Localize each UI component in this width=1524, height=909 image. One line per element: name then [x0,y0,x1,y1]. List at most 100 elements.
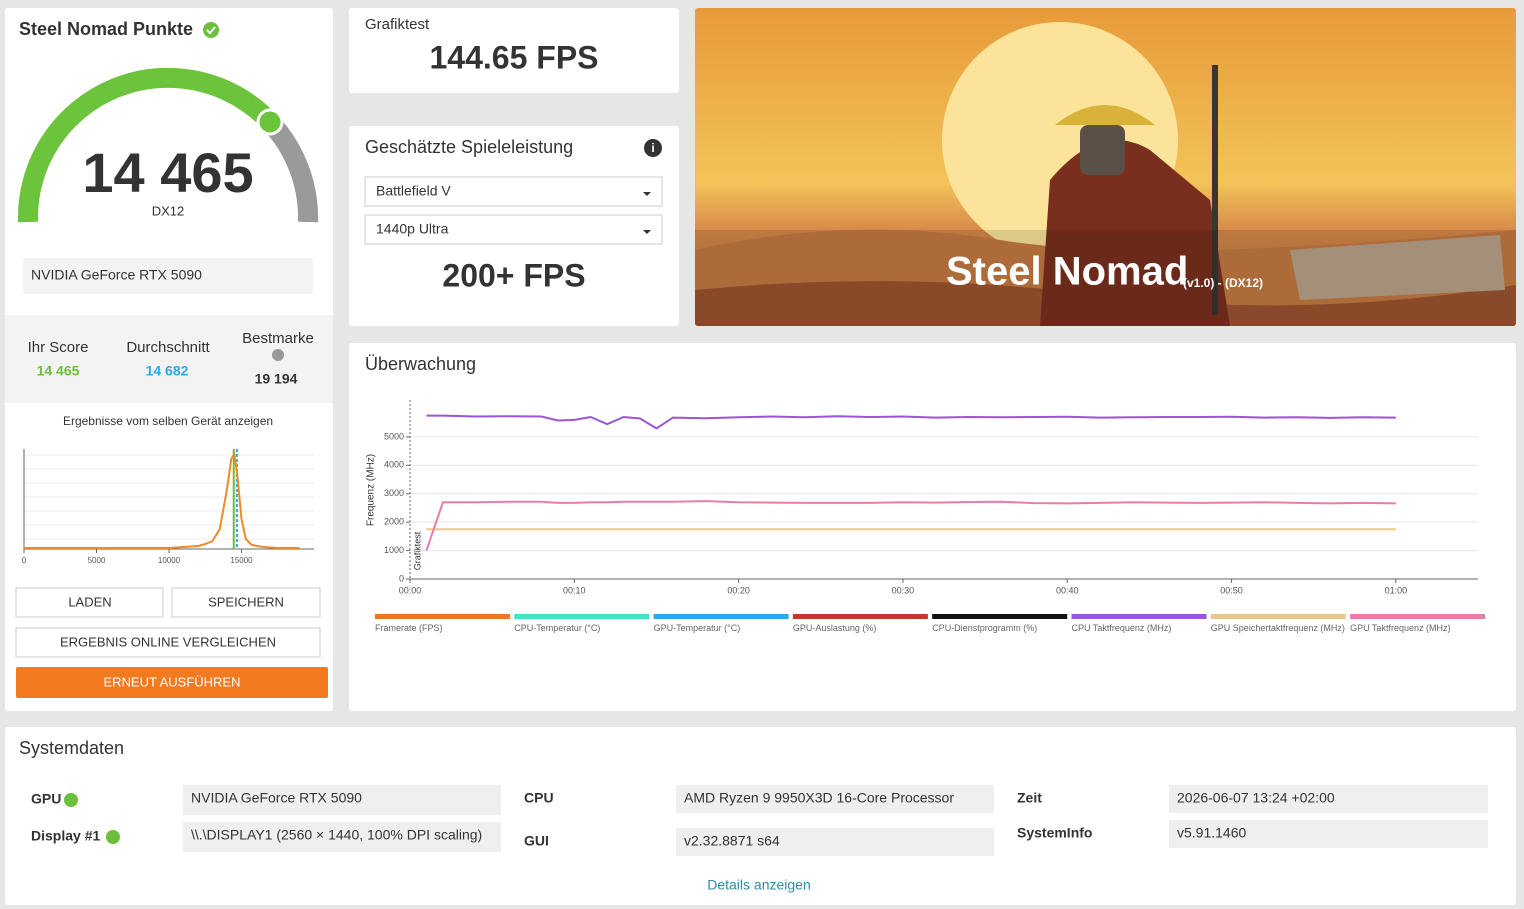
x-tick-label: 0 [22,556,27,565]
row-label: CPU [524,790,554,806]
row-value: v5.91.1460 [1177,825,1246,841]
y-tick-label: 2000 [384,517,404,527]
legend-label[interactable]: GPU-Auslastung (%) [792,623,877,633]
legend-label[interactable]: GPU-Temperatur (°C) [653,623,741,633]
legend-label[interactable]: CPU Taktfrequenz (MHz) [1071,623,1172,633]
legend-entry: GPU-Temperatur (°C) [653,623,741,633]
gpu-box [23,258,313,294]
value-box [676,828,994,856]
legend-swatch [1210,614,1346,619]
row-label: Display #1 [31,828,100,844]
select[interactable] [364,214,663,245]
score: 14 465 [82,141,253,204]
fps-value: 144.65 FPS [430,39,599,75]
legend-label[interactable]: GPU Taktfrequenz (MHz) [1350,623,1451,633]
row-value: 2026-06-07 13:24 +02:00 [1177,790,1335,806]
legend-label[interactable]: GPU Speichertaktfrequenz (MHz) [1210,623,1345,633]
check-icon [106,830,120,844]
stat-value: 14 682 [146,363,189,379]
check-icon [64,793,78,807]
caret [643,230,651,234]
panel-label: Grafiktest [365,16,430,33]
legend-label[interactable]: Framerate (FPS) [375,623,443,633]
button-label[interactable]: ERGEBNIS ONLINE VERGLEICHEN [60,634,276,649]
y-tick-label: 3000 [384,488,404,498]
value-box [183,822,501,852]
api: DX12 [152,203,185,218]
legend-swatch [792,614,928,619]
banner [695,8,1516,326]
select-value[interactable]: Battlefield V [376,183,451,199]
info-glyph: i [651,141,654,155]
legend-label[interactable]: CPU-Dienstprogramm (%) [932,623,1038,633]
check-icon [203,22,219,38]
value-box [1169,785,1488,813]
details-link[interactable]: Details anzeigen [707,877,811,893]
graphics-test-panel [349,8,679,93]
legend-entry: Framerate (FPS) [375,623,443,633]
button[interactable] [15,587,164,618]
series-line [425,500,1396,551]
series-line [24,451,300,549]
check-mark [206,26,216,35]
banner-title: Steel Nomad [946,250,1188,294]
distribution-label[interactable]: Ergebnisse vom selben Gerät anzeigen [63,414,273,428]
series-line [426,414,1396,430]
run-button[interactable] [16,667,328,698]
legend-label[interactable]: CPU-Temperatur (°C) [514,623,601,633]
panel-title: Systemdaten [19,738,124,758]
select[interactable] [364,176,663,207]
stats-area [5,315,333,403]
button-label[interactable]: SPEICHERN [208,594,284,609]
stat-label: Ihr Score [28,339,89,356]
button[interactable] [171,587,321,618]
legend-swatch [932,614,1068,619]
value-box [676,785,994,813]
button-label[interactable]: LADEN [68,594,111,609]
row-value: \\.\DISPLAY1 (2560 × 1440, 100% DPI scal… [191,827,482,843]
row-label: GUI [524,833,549,849]
panel-title: Überwachung [365,354,476,374]
legend-entry: CPU Taktfrequenz (MHz) [1071,623,1172,633]
panel-title: Geschätzte Spieleleistung [365,137,573,157]
button-label[interactable]: ERNEUT AUSFÜHREN [103,674,240,689]
legend-swatch [514,614,650,619]
panel-title: Steel Nomad Punkte [19,19,193,39]
gauge-fill [17,67,278,223]
y-tick-label: 4000 [384,460,404,470]
legend-entry: CPU-Dienstprogramm (%) [932,623,1038,633]
y-tick-label: 1000 [384,545,404,555]
distribution-grid [24,454,314,540]
x-tick-label: 01:00 [1385,585,1408,595]
stat-value: 14 465 [37,363,80,379]
row-value: v2.32.8871 s64 [684,833,780,849]
stat-label: Bestmarke [242,330,314,347]
legend-entry: GPU Taktfrequenz (MHz) [1350,623,1451,633]
legend-swatch [1350,614,1486,619]
legend-entry: GPU Speichertaktfrequenz (MHz) [1210,623,1345,633]
banner-version: (v1.0) - (DX12) [1183,276,1263,290]
row-label: Zeit [1017,790,1042,806]
legend-swatch [1071,614,1207,619]
row-value: NVIDIA GeForce RTX 5090 [191,790,362,806]
button[interactable] [15,627,321,658]
gauge-knob [256,108,284,136]
fps-estimate: 200+ FPS [442,257,585,293]
stat-value: 19 194 [255,371,298,387]
x-tick-label: 00:00 [399,585,422,595]
info-icon[interactable] [272,349,284,361]
x-tick-label: 00:40 [1056,585,1079,595]
legend-entry: CPU-Temperatur (°C) [514,623,601,633]
legend-swatch [375,614,510,619]
select-value[interactable]: 1440p Ultra [376,221,449,237]
legend-entry: GPU-Auslastung (%) [792,623,877,633]
caret [643,192,651,196]
stat-label: Durchschnitt [126,339,210,356]
value-box [1169,820,1488,848]
x-tick-label: 5000 [88,556,106,565]
x-tick-label: 00:30 [892,585,915,595]
row-value: AMD Ryzen 9 9950X3D 16-Core Processor [684,790,954,806]
info-icon[interactable] [644,139,662,157]
